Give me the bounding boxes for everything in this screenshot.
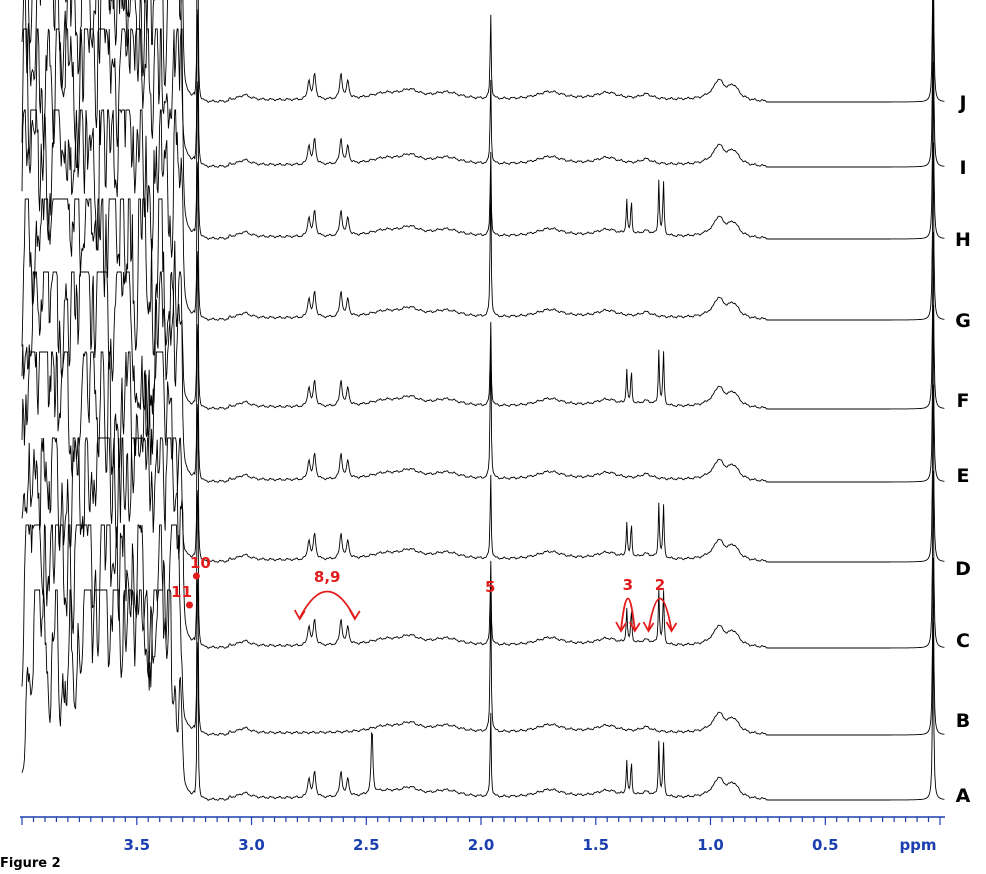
spectrum-label-C: C <box>956 630 970 652</box>
spectrum-label-E: E <box>957 465 970 487</box>
annotation-label-2: 2 <box>655 576 665 594</box>
x-tick-label: 0.5 <box>812 836 839 854</box>
annotation-label-11: 11 <box>171 583 192 601</box>
x-axis-label: ppm <box>899 836 936 854</box>
spectrum-trace-H <box>21 28 945 240</box>
spectrum-trace-B <box>21 523 945 736</box>
spectra-traces <box>21 0 945 801</box>
spectrum-trace-J <box>27 0 945 103</box>
annotation-label-10: 10 <box>190 554 211 572</box>
spectrum-trace-E <box>21 271 945 483</box>
annotation-label-8-9: 8,9 <box>314 568 341 586</box>
annotation-arrow-2 <box>647 597 673 631</box>
spectrum-label-G: G <box>955 310 971 332</box>
spectrum-labels: J I H G F E D C B A <box>955 92 971 807</box>
spectrum-trace-I <box>21 0 945 168</box>
annotation-dot-11 <box>186 601 193 609</box>
spectrum-label-B: B <box>956 710 970 732</box>
x-tick-label: 2.5 <box>353 836 380 854</box>
annotation-arrow-3 <box>620 597 636 631</box>
arrowhead <box>349 609 361 621</box>
x-tick-label: 1.5 <box>583 836 610 854</box>
spectrum-trace-A <box>21 588 945 801</box>
x-tick-label: 3.0 <box>238 836 265 854</box>
spectrum-label-I: I <box>959 157 966 179</box>
x-axis: 3.5 3.0 2.5 2.0 1.5 1.0 0.5 ppm <box>20 816 945 854</box>
x-tick-label: 2.0 <box>468 836 495 854</box>
annotation-arrow-8,9 <box>298 590 356 619</box>
arrowhead <box>293 609 306 621</box>
spectrum-label-J: J <box>957 92 966 114</box>
spectrum-label-H: H <box>955 229 971 251</box>
x-tick-label: 3.5 <box>124 836 151 854</box>
x-tick-label: 1.0 <box>697 836 724 854</box>
peak-annotations: 10 11 8,9 5 3 2 <box>171 554 678 633</box>
spectrum-trace-F <box>21 198 945 410</box>
annotation-dot-10 <box>192 572 200 580</box>
spectrum-trace-C <box>21 437 945 649</box>
figure-caption: Figure 2 <box>0 856 61 871</box>
spectrum-label-D: D <box>955 558 971 580</box>
arrowhead <box>642 621 655 633</box>
spectrum-label-F: F <box>957 390 970 412</box>
spectrum-label-A: A <box>956 785 971 807</box>
annotation-label-3: 3 <box>623 576 633 594</box>
spectrum-trace-D <box>21 351 945 563</box>
arrowhead <box>615 621 627 633</box>
arrowhead <box>629 621 641 633</box>
arrowhead <box>665 621 678 633</box>
annotation-label-5: 5 <box>485 578 495 596</box>
spectrum-trace-G <box>21 109 945 321</box>
